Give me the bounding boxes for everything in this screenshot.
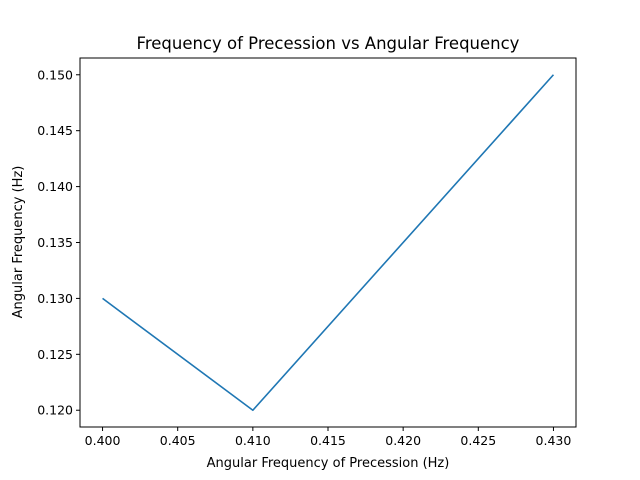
y-tick-label: 0.130 — [37, 291, 73, 306]
x-tick-label: 0.425 — [460, 433, 496, 448]
y-tick-label: 0.150 — [37, 67, 73, 82]
y-tick-label: 0.120 — [37, 403, 73, 418]
series-line-1 — [102, 74, 555, 412]
chart-title: Frequency of Precession vs Angular Frequ… — [137, 34, 520, 53]
x-tick-label: 0.400 — [85, 433, 121, 448]
y-tick-label: 0.135 — [37, 235, 73, 250]
x-tick-label: 0.420 — [385, 433, 421, 448]
y-axis-label: Angular Frequency (Hz) — [11, 166, 26, 319]
x-axis-label: Angular Frequency of Precession (Hz) — [207, 456, 450, 471]
x-tick-label: 0.430 — [536, 433, 572, 448]
y-tick-label: 0.125 — [37, 347, 73, 362]
series-layer — [102, 74, 555, 412]
x-axis-ticks: 0.400 0.405 0.410 0.415 0.420 0.425 0.430 — [85, 427, 572, 448]
x-tick-label: 0.415 — [310, 433, 346, 448]
y-tick-label: 0.145 — [37, 123, 73, 138]
x-tick-label: 0.410 — [235, 433, 271, 448]
x-tick-label: 0.405 — [160, 433, 196, 448]
y-axis-ticks: 0.120 0.125 0.130 0.135 0.140 0.145 0.150 — [37, 67, 80, 418]
y-tick-label: 0.140 — [37, 179, 73, 194]
